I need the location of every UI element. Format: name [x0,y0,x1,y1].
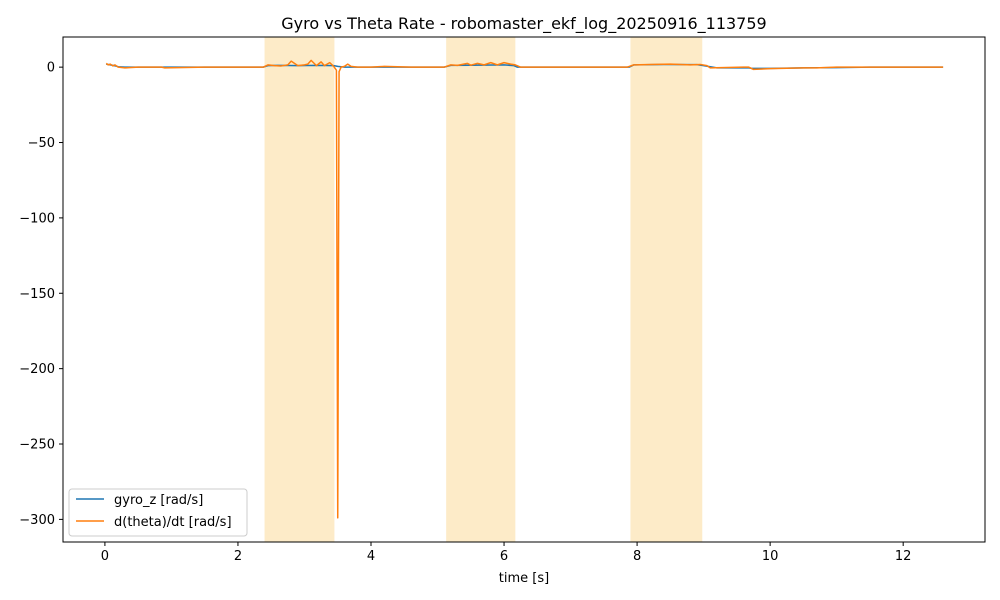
y-axis: 0 −50 −100 −150 −200 −250 −300 [19,61,63,528]
highlight-span-1 [264,37,335,542]
x-tick-label: 2 [234,549,242,564]
x-tick-label: 10 [762,549,779,564]
y-tick-label: −100 [19,211,55,226]
x-axis-label: time [s] [499,571,549,586]
x-tick-label: 12 [895,549,912,564]
y-tick-label: −250 [19,438,55,453]
plot-frame [62,36,986,543]
highlight-span-3 [630,37,703,542]
legend-box [68,488,248,537]
chart-title: Gyro vs Theta Rate - robomaster_ekf_log_… [281,14,766,34]
legend-label-dtheta-dt: d(theta)/dt [rad/s] [114,515,232,530]
y-tick-label: −300 [19,513,55,528]
x-tick-label: 6 [500,549,508,564]
legend-label-gyro-z: gyro_z [rad/s] [114,493,203,508]
x-tick-label: 0 [101,549,109,564]
series-line-dtheta-dt [105,59,944,519]
series-lines [105,59,944,519]
y-tick-label: 0 [47,61,55,76]
legend: gyro_z [rad/s] d(theta)/dt [rad/s] [68,488,248,537]
y-tick-label: −200 [19,362,55,377]
highlight-spans [264,37,703,542]
y-tick-label: −50 [28,136,55,151]
x-axis: 0 2 4 6 8 10 12 [101,542,912,564]
x-tick-label: 4 [367,549,375,564]
y-tick-label: −150 [19,287,55,302]
x-tick-label: 8 [633,549,641,564]
highlight-span-2 [446,37,516,542]
